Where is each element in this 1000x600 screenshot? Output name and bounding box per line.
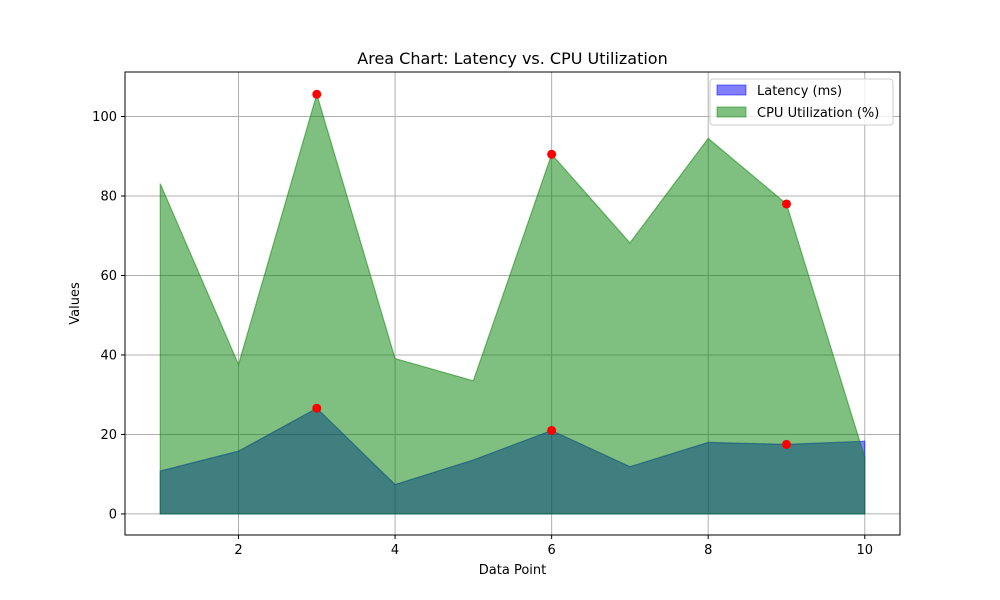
point-marker-series-2 [781, 199, 791, 209]
legend-swatch-2 [716, 106, 747, 118]
plot-frame [124, 71, 901, 536]
y-tick-label: 80 [100, 189, 117, 204]
point-marker-series-2 [547, 149, 557, 159]
y-tick-label: 40 [100, 348, 117, 363]
point-marker-series-1 [312, 403, 322, 413]
x-tick-label: 10 [856, 543, 873, 558]
y-tick-label: 20 [100, 428, 117, 443]
y-tick-label: 100 [92, 110, 117, 125]
x-tick-label: 8 [704, 543, 712, 558]
x-tick-label: 6 [548, 543, 556, 558]
chart-title: Area Chart: Latency vs. CPU Utilization [357, 49, 667, 68]
area-series [159, 92, 866, 515]
x-tick-label: 4 [391, 543, 399, 558]
legend-label-1: Latency (ms) [757, 84, 842, 99]
point-marker-series-1 [547, 425, 557, 435]
point-marker-series-2 [312, 89, 322, 99]
legend: Latency (ms) CPU Utilization (%) [709, 78, 894, 126]
legend-box [709, 78, 894, 126]
y-axis-label: Values [68, 282, 83, 325]
point-marker-series-1 [781, 439, 791, 449]
legend-swatch-1 [716, 84, 747, 96]
legend-label-2: CPU Utilization (%) [757, 106, 879, 121]
x-axis-label: Data Point [479, 563, 546, 578]
y-tick-label: 60 [100, 269, 117, 284]
x-tick-label: 2 [234, 543, 242, 558]
point-markers [312, 89, 791, 449]
y-tick-label: 0 [109, 507, 117, 522]
